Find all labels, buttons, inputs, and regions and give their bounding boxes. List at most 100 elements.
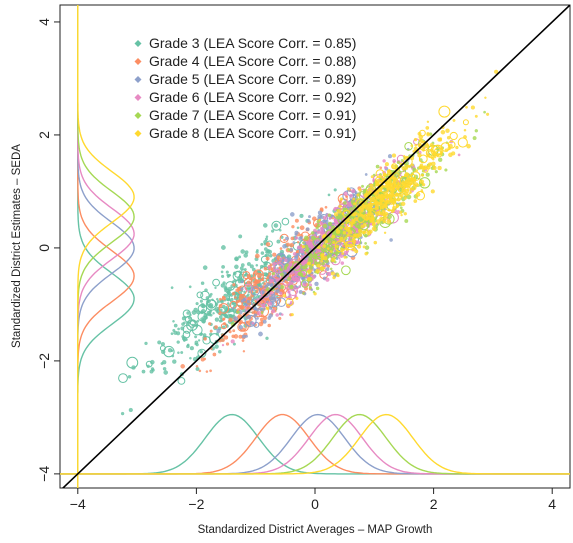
data-point (403, 212, 407, 216)
data-point (425, 172, 430, 177)
data-point (395, 203, 400, 208)
data-point (287, 276, 291, 281)
data-point (276, 239, 281, 244)
data-point (410, 144, 414, 148)
data-point (393, 193, 397, 197)
data-point (400, 213, 403, 217)
data-point (271, 309, 276, 314)
data-point (246, 315, 252, 320)
data-point (214, 344, 219, 349)
data-point (271, 220, 282, 231)
data-point (292, 274, 300, 282)
data-point (332, 240, 336, 245)
data-point (404, 219, 409, 223)
data-point (346, 187, 350, 191)
data-point (321, 261, 325, 266)
data-point (381, 209, 386, 214)
y-tick-label: 2 (36, 131, 52, 139)
data-point (378, 201, 383, 206)
data-point (233, 334, 239, 339)
density-curve-y-grade-8 (77, 5, 135, 488)
data-point (199, 310, 204, 315)
data-point (360, 207, 365, 212)
data-point (221, 338, 225, 342)
data-point (256, 317, 259, 320)
data-point (173, 330, 178, 335)
data-point (483, 110, 486, 114)
legend-marker (134, 94, 142, 101)
data-point (383, 200, 387, 203)
data-point (176, 340, 180, 344)
data-point (214, 325, 218, 329)
data-point (212, 278, 221, 287)
data-point (299, 225, 305, 231)
data-point (240, 305, 245, 310)
data-point (407, 178, 412, 182)
data-point (208, 322, 212, 326)
identity-line (61, 5, 570, 488)
data-point (317, 223, 321, 227)
data-point (357, 244, 362, 249)
data-point (241, 339, 245, 342)
data-point (157, 340, 162, 345)
data-point (285, 298, 294, 307)
data-point (273, 262, 285, 274)
data-point (474, 129, 478, 133)
data-point (425, 126, 430, 130)
data-point (365, 187, 378, 200)
data-point (285, 236, 289, 241)
data-point (201, 304, 206, 309)
data-point (238, 325, 243, 330)
data-point (231, 291, 236, 296)
data-point (246, 299, 250, 304)
data-point (160, 362, 164, 365)
data-point (463, 128, 467, 132)
data-point (438, 105, 451, 118)
data-point (335, 229, 341, 234)
data-point (377, 223, 380, 226)
data-point (177, 377, 186, 385)
data-point (295, 296, 299, 300)
data-point (349, 243, 354, 249)
data-point (225, 297, 230, 301)
data-point (244, 314, 257, 327)
data-point (251, 322, 255, 325)
data-point (375, 169, 385, 179)
data-point (322, 256, 328, 261)
data-point (315, 268, 320, 274)
data-point (267, 323, 271, 328)
data-point (276, 274, 280, 278)
data-point (218, 303, 230, 314)
data-point (199, 299, 203, 303)
data-point (403, 183, 407, 188)
legend-marker (134, 130, 142, 137)
data-point (272, 262, 276, 266)
data-point (306, 269, 312, 274)
density-layer (60, 5, 570, 488)
data-point (170, 332, 174, 336)
data-point (268, 313, 273, 318)
x-tick-label: 2 (430, 496, 438, 512)
data-point (396, 186, 400, 190)
data-point (307, 241, 313, 246)
data-point (240, 287, 244, 291)
data-point (220, 323, 227, 330)
data-point (188, 285, 192, 289)
data-point (255, 290, 259, 294)
legend-marker (134, 40, 142, 47)
data-point (421, 140, 425, 144)
data-point (345, 243, 349, 248)
data-point (466, 143, 471, 149)
data-point (315, 226, 319, 230)
data-point (197, 348, 207, 358)
data-point (170, 349, 174, 352)
data-point (196, 319, 200, 323)
data-point (205, 296, 210, 300)
data-point (256, 279, 261, 284)
data-point (162, 367, 167, 371)
data-point (177, 351, 180, 354)
data-point (180, 364, 185, 369)
data-point (233, 279, 237, 283)
data-point (356, 193, 360, 197)
data-point (173, 323, 178, 328)
